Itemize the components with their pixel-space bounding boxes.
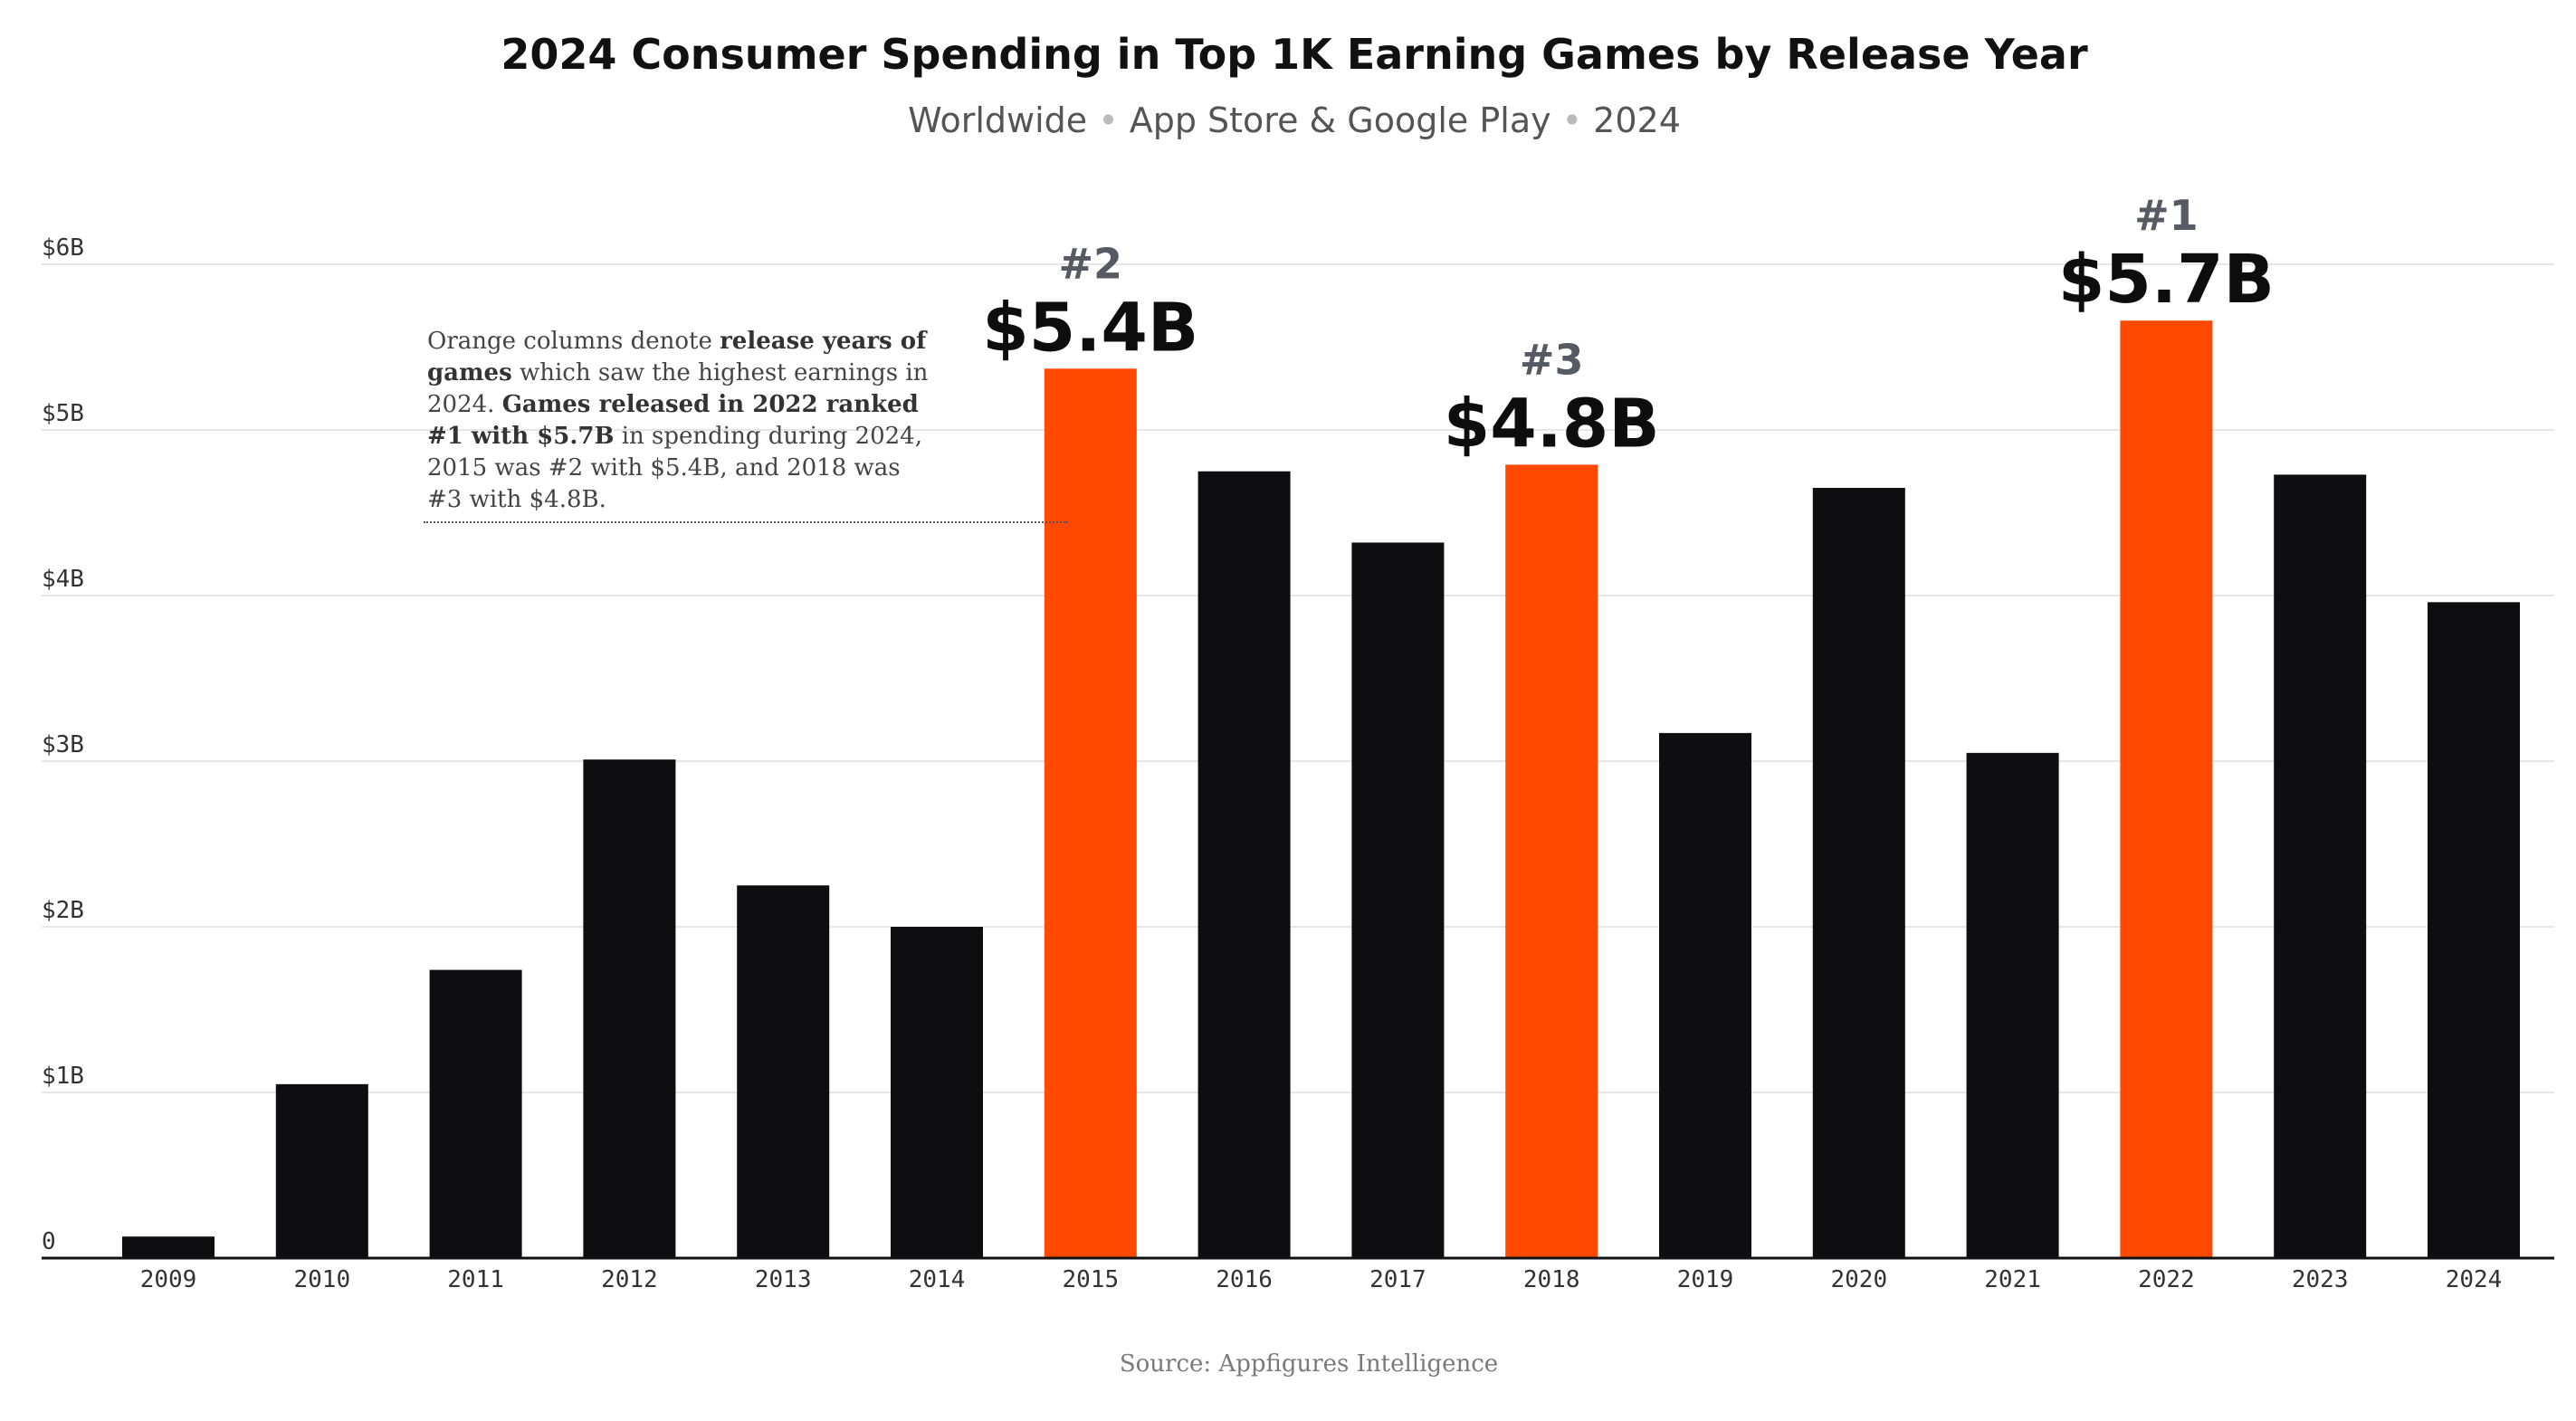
x-tick-label: 2024: [2446, 1266, 2503, 1293]
x-tick-label: 2022: [2138, 1266, 2195, 1293]
bar-2017: [1351, 542, 1445, 1258]
x-axis-ticks: 2009 2010 2011 2012 2013 2014 2015 2016 2017 2018…: [140, 1266, 2503, 1293]
y-tick-label: 0: [42, 1228, 56, 1255]
y-axis-ticks: 0 $1B $2B $3B $4B $5B $6B: [42, 234, 84, 1255]
bars: [122, 320, 2520, 1259]
bar-2019: [1659, 732, 1751, 1258]
x-tick-label: 2013: [755, 1266, 812, 1293]
rank-label-2018: #3: [1520, 335, 1584, 384]
bar-2024: [2428, 602, 2520, 1258]
subtitle-separator: •: [1087, 100, 1130, 140]
bar-2022: [2120, 320, 2213, 1259]
rank-label-2015: #2: [1059, 239, 1123, 288]
bar-2009: [122, 1236, 215, 1258]
x-tick-label: 2021: [1984, 1266, 2041, 1293]
annotation-text: in spending during 2024, 2015 was #2 wit…: [427, 423, 922, 513]
annotation-emphasis: Games released in 2022 ranked #1 with $5…: [427, 391, 919, 450]
x-tick-label: 2016: [1216, 1266, 1273, 1293]
subtitle-separator: •: [1551, 100, 1594, 140]
bar-2018: [1505, 464, 1598, 1258]
bar-labels: $5.4B#2 $4.8B#3 $5.7B#1: [982, 191, 2275, 463]
annotation-leader-line: [424, 521, 1068, 523]
subtitle-year: 2024: [1593, 100, 1681, 140]
source-note: Source: Appfigures Intelligence: [1120, 1350, 1498, 1378]
bar-2020: [1812, 488, 1905, 1258]
x-tick-label: 2023: [2292, 1266, 2349, 1293]
y-tick-label: $3B: [42, 731, 84, 758]
chart-title: 2024 Consumer Spending in Top 1K Earning…: [501, 30, 2088, 79]
bar-2010: [275, 1083, 368, 1258]
x-tick-label: 2012: [601, 1266, 658, 1293]
rank-label-2022: #1: [2134, 191, 2199, 240]
bar-2023: [2274, 474, 2367, 1258]
x-tick-label: 2014: [909, 1266, 966, 1293]
y-tick-label: $1B: [42, 1063, 84, 1090]
value-label-2015: $5.4B: [982, 289, 1198, 367]
annotation-text: which saw the highest earnings in 2024.: [427, 359, 929, 418]
bar-2012: [583, 759, 676, 1258]
y-tick-label: $4B: [42, 566, 84, 593]
y-tick-label: $2B: [42, 897, 84, 924]
bar-2011: [429, 969, 522, 1258]
subtitle-region: Worldwide: [908, 100, 1087, 140]
value-label-2018: $4.8B: [1444, 385, 1660, 463]
bar-2013: [737, 885, 830, 1258]
x-tick-label: 2020: [1830, 1266, 1887, 1293]
bar-2014: [891, 927, 983, 1258]
y-tick-label: $6B: [42, 234, 84, 262]
x-tick-label: 2015: [1062, 1266, 1119, 1293]
x-tick-label: 2019: [1677, 1266, 1734, 1293]
annotation-note: Orange columns denote release years of g…: [427, 326, 934, 516]
x-tick-label: 2009: [140, 1266, 197, 1293]
y-tick-label: $5B: [42, 400, 84, 427]
chart-subtitle: Worldwide • App Store & Google Play • 20…: [908, 100, 1681, 140]
x-tick-label: 2011: [447, 1266, 504, 1293]
value-label-2022: $5.7B: [2058, 241, 2275, 319]
bar-2015: [1044, 368, 1137, 1258]
subtitle-stores: App Store & Google Play: [1130, 100, 1551, 140]
x-tick-label: 2017: [1369, 1266, 1426, 1293]
annotation-emphasis: release years of games: [427, 328, 927, 386]
bar-2016: [1197, 471, 1291, 1258]
x-tick-label: 2010: [293, 1266, 350, 1293]
bar-2021: [1966, 752, 2059, 1258]
x-tick-label: 2018: [1523, 1266, 1580, 1293]
annotation-text: Orange columns denote: [427, 328, 720, 355]
